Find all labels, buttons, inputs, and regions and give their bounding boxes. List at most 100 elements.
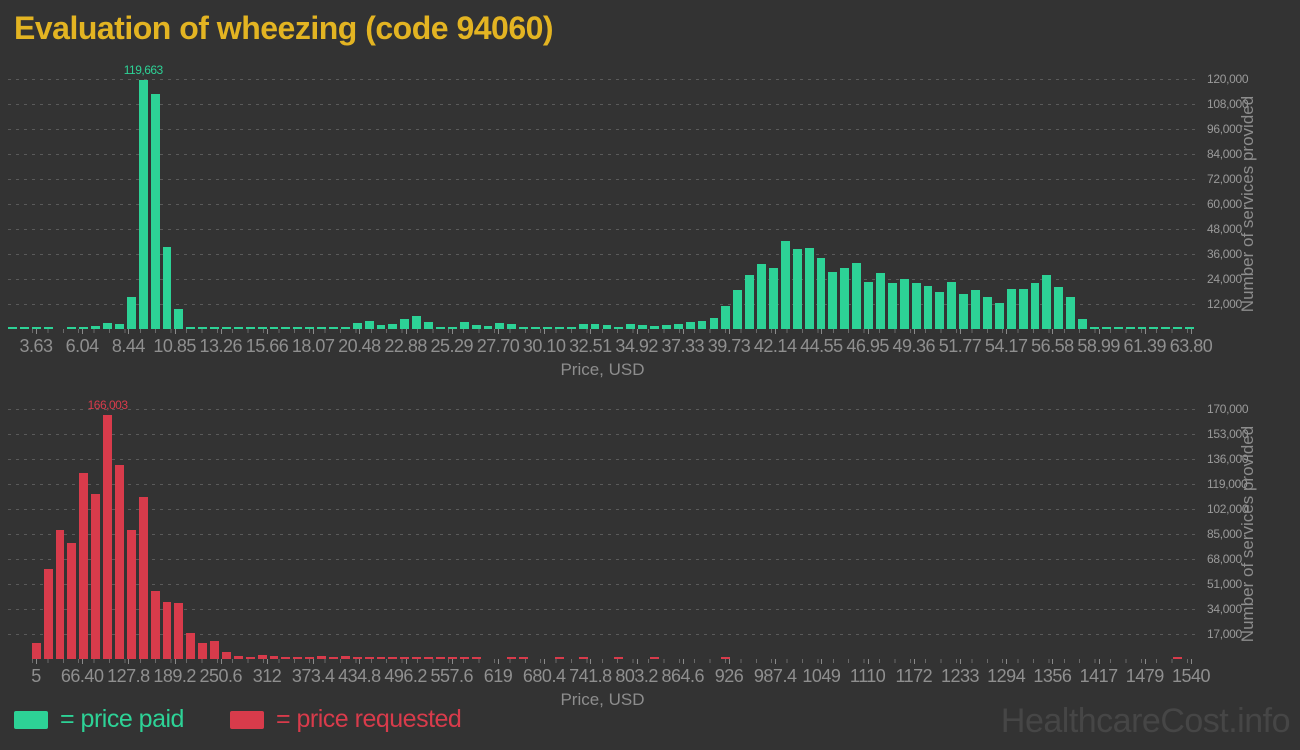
histogram-bar	[1006, 289, 1016, 329]
histogram-bar	[281, 656, 291, 659]
x-tick-label: 15.66	[245, 336, 289, 356]
histogram-bar	[400, 657, 410, 659]
histogram-bar	[257, 327, 267, 329]
histogram-bar	[340, 327, 350, 329]
x-axis-tick	[1098, 659, 1100, 664]
histogram-bar	[317, 656, 326, 659]
histogram-bar	[875, 272, 885, 329]
histogram-bar	[210, 641, 219, 659]
x-tick-label: 27.70	[476, 336, 520, 356]
x-axis-tick	[1144, 329, 1146, 334]
x-tick-label: 25.29	[430, 336, 474, 356]
x-tick-label: 1417	[1079, 666, 1119, 686]
histogram-bar	[329, 656, 338, 659]
x-tick-label: 42.14	[753, 336, 797, 356]
x-axis-tick	[1006, 329, 1008, 334]
histogram-bar	[459, 321, 469, 329]
histogram-bar	[281, 327, 291, 329]
histogram-bar	[162, 247, 172, 329]
x-axis-tick	[313, 329, 315, 334]
histogram-bar	[364, 657, 374, 659]
histogram-bar	[1125, 327, 1135, 329]
histogram-bar	[138, 79, 148, 329]
gridline	[8, 534, 1200, 535]
x-axis-tick	[220, 659, 222, 664]
histogram-bar	[519, 327, 529, 329]
gridline	[8, 79, 1200, 80]
gridline	[8, 304, 1200, 305]
x-axis-tick	[913, 329, 915, 334]
x-tick-label: 189.2	[153, 666, 196, 686]
histogram-bar	[685, 322, 695, 329]
histogram-bar	[495, 323, 505, 329]
histogram-bar	[436, 657, 445, 659]
x-tick-label: 61.39	[1123, 336, 1167, 356]
histogram-bar	[1185, 327, 1194, 329]
histogram-bar	[186, 326, 196, 329]
x-axis-tick	[544, 659, 546, 664]
x-axis-tick	[729, 329, 730, 334]
x-tick-label: 20.48	[338, 336, 381, 356]
histogram-bar	[947, 282, 957, 329]
histogram-bar	[210, 327, 219, 329]
x-tick-label: 1233	[940, 666, 980, 686]
x-tick-label: 30.10	[522, 336, 566, 356]
histogram-bar	[447, 327, 457, 329]
x-axis-tick	[636, 659, 638, 664]
watermark: HealthcareCost.info	[1000, 702, 1291, 740]
histogram-bar	[792, 249, 802, 329]
x-tick-label: 434.8	[338, 666, 381, 686]
x-tick-label: 619	[483, 666, 513, 686]
x-axis-tick	[1052, 659, 1054, 664]
histogram-bar	[911, 282, 921, 329]
histogram-bar	[578, 657, 588, 659]
x-axis-tick	[451, 329, 453, 334]
histogram-bar	[138, 496, 148, 659]
histogram-bar	[661, 324, 671, 329]
x-axis-tick	[498, 329, 499, 334]
y-tick-label: 102,000	[1207, 502, 1249, 516]
y-tick-label: 170,000	[1207, 402, 1249, 416]
x-axis-tick	[682, 659, 684, 664]
x-axis-tick	[590, 329, 592, 334]
x-tick-label: 864.6	[661, 666, 705, 686]
x-axis-tick	[1191, 659, 1192, 664]
histogram-bar	[1113, 327, 1123, 329]
x-axis-tick	[960, 329, 961, 334]
histogram-bar	[721, 657, 731, 659]
x-tick-label: 1110	[849, 666, 886, 686]
gridline	[8, 279, 1200, 280]
x-tick-label: 496.2	[384, 666, 427, 686]
gridline	[8, 559, 1200, 560]
gridline	[8, 129, 1200, 130]
gridline	[8, 584, 1200, 585]
histogram-bar	[388, 324, 398, 329]
histogram-bar	[269, 655, 279, 659]
x-tick-label: 6.04	[65, 336, 100, 356]
x-tick-label: 1356	[1033, 666, 1072, 686]
histogram-bar	[150, 93, 160, 329]
histogram-bar	[721, 305, 731, 329]
histogram-bar	[388, 657, 398, 659]
histogram-bar	[1101, 327, 1111, 329]
histogram-bar	[864, 281, 873, 329]
histogram-bar	[1173, 327, 1183, 329]
legend-item-label: = price paid	[60, 705, 184, 733]
x-axis-tick	[544, 329, 546, 334]
price-paid-plot-area: 12,000 24,000 36,000 48,000 60,000 72,000 84,0…	[8, 63, 1249, 356]
histogram-bar	[745, 275, 755, 329]
x-tick-label: 8.44	[111, 336, 146, 356]
histogram-bar	[269, 327, 279, 329]
histogram-bar	[198, 327, 208, 329]
y-tick-label: 72,000	[1207, 172, 1242, 186]
x-axis-tick	[451, 659, 453, 664]
y-tick-label: 85,000	[1207, 527, 1242, 541]
histogram-bar	[115, 323, 124, 329]
histogram-bar	[971, 290, 980, 329]
histogram-bar	[400, 319, 410, 329]
histogram-bar	[1018, 288, 1028, 329]
x-tick-label: 1049	[802, 666, 841, 686]
x-tick-label: 10.85	[153, 336, 196, 356]
x-tick-label: 373.4	[291, 666, 335, 686]
histogram-bar	[222, 652, 231, 659]
